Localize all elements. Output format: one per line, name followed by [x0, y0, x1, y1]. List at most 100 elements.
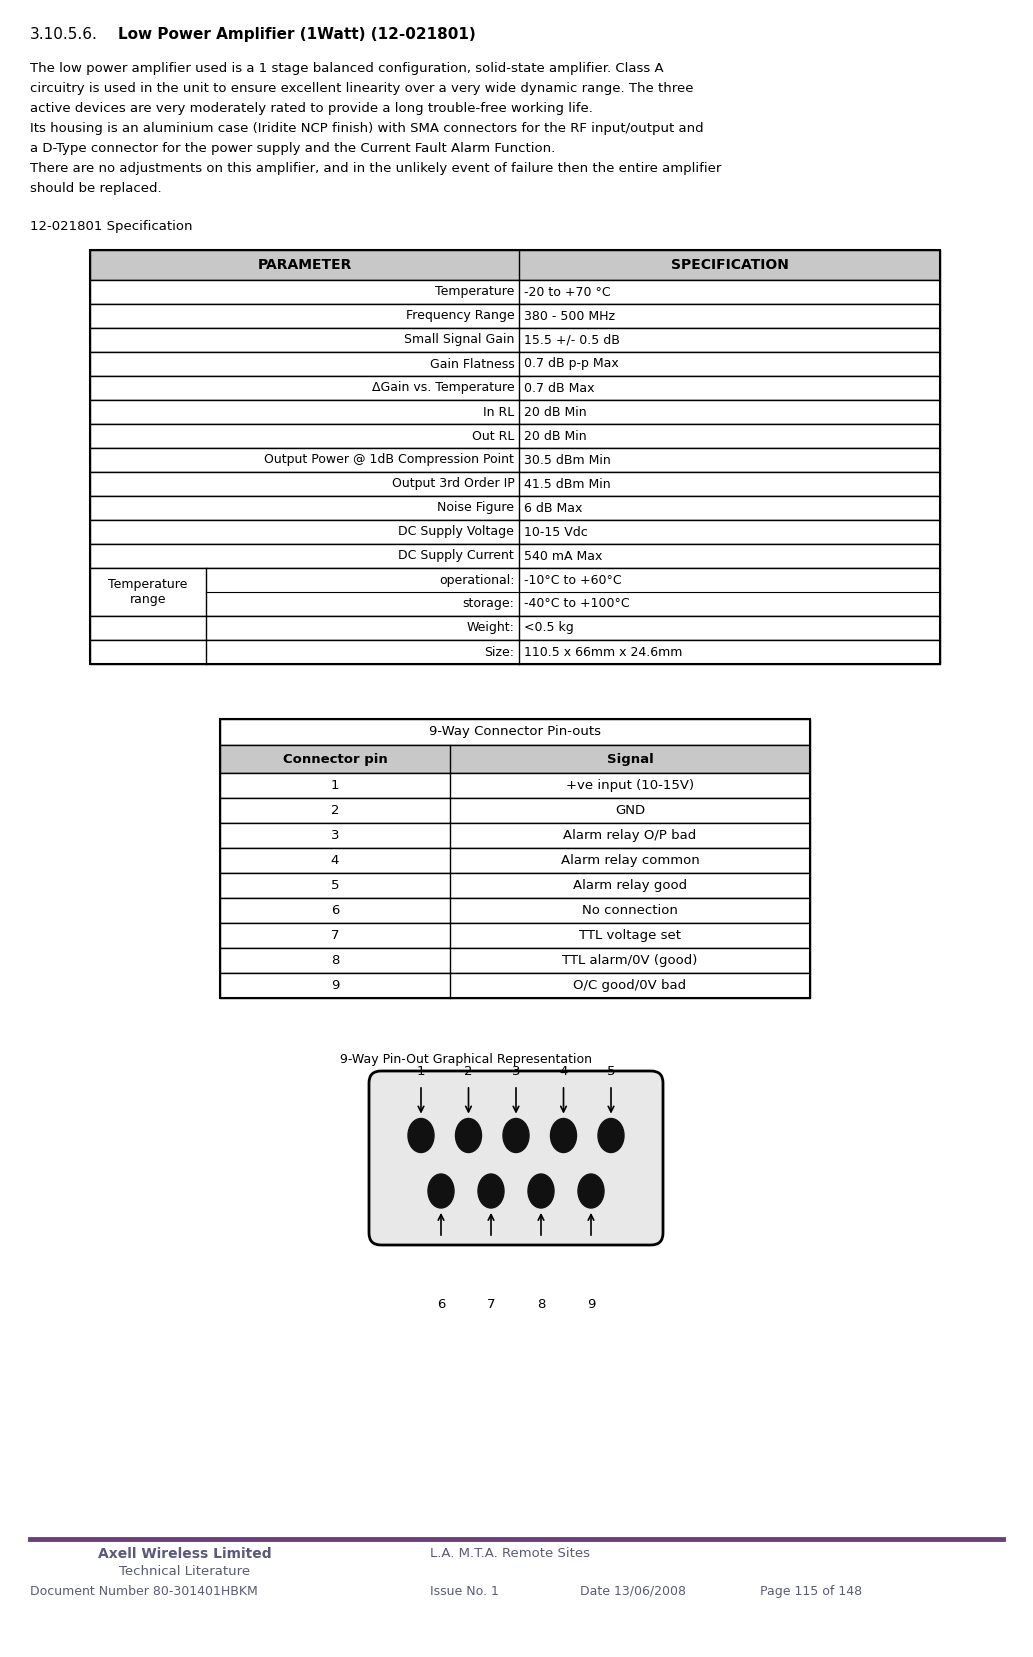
- Ellipse shape: [478, 1175, 504, 1208]
- Text: 20 dB Min: 20 dB Min: [525, 429, 587, 442]
- Text: 7: 7: [487, 1297, 495, 1311]
- Text: Page 115 of 148: Page 115 of 148: [760, 1586, 863, 1597]
- Text: DC Supply Voltage: DC Supply Voltage: [399, 525, 514, 539]
- Text: 2: 2: [464, 1065, 473, 1079]
- Bar: [220, 973, 810, 998]
- Text: DC Supply Current: DC Supply Current: [399, 550, 514, 562]
- Bar: [90, 424, 940, 447]
- Text: Alarm relay good: Alarm relay good: [573, 878, 687, 891]
- Text: 2: 2: [331, 804, 339, 817]
- Text: 3: 3: [331, 828, 339, 842]
- Text: Document Number 80-301401HBKM: Document Number 80-301401HBKM: [30, 1586, 258, 1597]
- Text: 9: 9: [331, 979, 339, 993]
- Text: operational:: operational:: [439, 575, 514, 588]
- Text: 5: 5: [331, 878, 339, 891]
- Bar: [90, 376, 940, 399]
- Text: 10-15 Vdc: 10-15 Vdc: [525, 525, 588, 539]
- Bar: [90, 250, 940, 280]
- Text: Gain Flatness: Gain Flatness: [430, 358, 514, 371]
- Text: 9-Way Pin-Out Graphical Representation: 9-Way Pin-Out Graphical Representation: [340, 1052, 592, 1065]
- Text: 0.7 dB Max: 0.7 dB Max: [525, 381, 595, 394]
- Text: Frequency Range: Frequency Range: [406, 310, 514, 323]
- Text: L.A. M.T.A. Remote Sites: L.A. M.T.A. Remote Sites: [430, 1548, 590, 1559]
- Text: Output Power @ 1dB Compression Point: Output Power @ 1dB Compression Point: [264, 454, 514, 467]
- Bar: [220, 719, 810, 998]
- Text: 12-021801 Specification: 12-021801 Specification: [30, 220, 192, 234]
- Bar: [90, 616, 940, 640]
- Text: Alarm relay O/P bad: Alarm relay O/P bad: [563, 828, 696, 842]
- Text: 6: 6: [437, 1297, 445, 1311]
- Bar: [220, 873, 810, 898]
- Text: 1: 1: [416, 1065, 426, 1079]
- Text: 9-Way Connector Pin-outs: 9-Way Connector Pin-outs: [429, 726, 601, 739]
- Ellipse shape: [598, 1118, 624, 1153]
- Ellipse shape: [528, 1175, 554, 1208]
- Bar: [220, 799, 810, 824]
- Bar: [90, 472, 940, 495]
- Text: 110.5 x 66mm x 24.6mm: 110.5 x 66mm x 24.6mm: [525, 646, 683, 658]
- Bar: [220, 898, 810, 923]
- Text: storage:: storage:: [463, 597, 514, 610]
- Text: 3: 3: [511, 1065, 521, 1079]
- Text: Size:: Size:: [484, 646, 514, 658]
- Text: Alarm relay common: Alarm relay common: [561, 853, 699, 867]
- Bar: [220, 746, 810, 774]
- Text: 15.5 +/- 0.5 dB: 15.5 +/- 0.5 dB: [525, 333, 620, 346]
- Text: GND: GND: [615, 804, 646, 817]
- Text: PARAMETER: PARAMETER: [257, 258, 352, 272]
- Ellipse shape: [456, 1118, 481, 1153]
- Text: Signal: Signal: [606, 752, 654, 766]
- Bar: [220, 719, 810, 746]
- Text: 8: 8: [537, 1297, 545, 1311]
- Text: a D-Type connector for the power supply and the Current Fault Alarm Function.: a D-Type connector for the power supply …: [30, 143, 556, 156]
- Text: TTL voltage set: TTL voltage set: [580, 930, 681, 941]
- Text: TTL alarm/0V (good): TTL alarm/0V (good): [562, 954, 697, 968]
- Text: active devices are very moderately rated to provide a long trouble-free working : active devices are very moderately rated…: [30, 103, 593, 114]
- Text: 7: 7: [331, 930, 339, 941]
- Text: SPECIFICATION: SPECIFICATION: [670, 258, 788, 272]
- Text: +ve input (10-15V): +ve input (10-15V): [566, 779, 694, 792]
- Bar: [90, 495, 940, 520]
- Text: Low Power Amplifier (1Watt) (12-021801): Low Power Amplifier (1Watt) (12-021801): [118, 27, 476, 41]
- Text: -20 to +70 °C: -20 to +70 °C: [525, 285, 611, 298]
- Text: Axell Wireless Limited: Axell Wireless Limited: [98, 1548, 272, 1561]
- Bar: [90, 640, 940, 664]
- Text: 30.5 dBm Min: 30.5 dBm Min: [525, 454, 611, 467]
- Text: O/C good/0V bad: O/C good/0V bad: [573, 979, 687, 993]
- Bar: [220, 948, 810, 973]
- Text: 0.7 dB p-p Max: 0.7 dB p-p Max: [525, 358, 619, 371]
- Ellipse shape: [503, 1118, 529, 1153]
- Text: 4: 4: [331, 853, 339, 867]
- Ellipse shape: [428, 1175, 453, 1208]
- Text: Connector pin: Connector pin: [283, 752, 387, 766]
- Text: Temperature: Temperature: [435, 285, 514, 298]
- Text: -40°C to +100°C: -40°C to +100°C: [525, 597, 630, 610]
- Text: 9: 9: [587, 1297, 595, 1311]
- Text: Issue No. 1: Issue No. 1: [430, 1586, 499, 1597]
- Bar: [90, 250, 940, 664]
- Text: Its housing is an aluminium case (Iridite NCP finish) with SMA connectors for th: Its housing is an aluminium case (Iridit…: [30, 123, 703, 134]
- Bar: [90, 303, 940, 328]
- Text: Noise Figure: Noise Figure: [437, 502, 514, 515]
- Text: Date 13/06/2008: Date 13/06/2008: [580, 1586, 686, 1597]
- Bar: [90, 328, 940, 351]
- Text: 4: 4: [559, 1065, 568, 1079]
- Bar: [90, 447, 940, 472]
- Bar: [90, 520, 940, 543]
- Text: 1: 1: [331, 779, 339, 792]
- Text: In RL: In RL: [483, 406, 514, 419]
- Text: 380 - 500 MHz: 380 - 500 MHz: [525, 310, 616, 323]
- Text: ΔGain vs. Temperature: ΔGain vs. Temperature: [372, 381, 514, 394]
- Text: 5: 5: [606, 1065, 616, 1079]
- Ellipse shape: [551, 1118, 576, 1153]
- Ellipse shape: [578, 1175, 604, 1208]
- Text: No connection: No connection: [583, 905, 678, 916]
- Text: 3.10.5.6.: 3.10.5.6.: [30, 27, 98, 41]
- Text: Weight:: Weight:: [466, 621, 514, 635]
- Text: <0.5 kg: <0.5 kg: [525, 621, 574, 635]
- Text: Output 3rd Order IP: Output 3rd Order IP: [392, 477, 514, 490]
- Text: 540 mA Max: 540 mA Max: [525, 550, 602, 562]
- Text: -10°C to +60°C: -10°C to +60°C: [525, 575, 622, 588]
- Text: The low power amplifier used is a 1 stage balanced configuration, solid-state am: The low power amplifier used is a 1 stag…: [30, 61, 663, 75]
- Bar: [90, 351, 940, 376]
